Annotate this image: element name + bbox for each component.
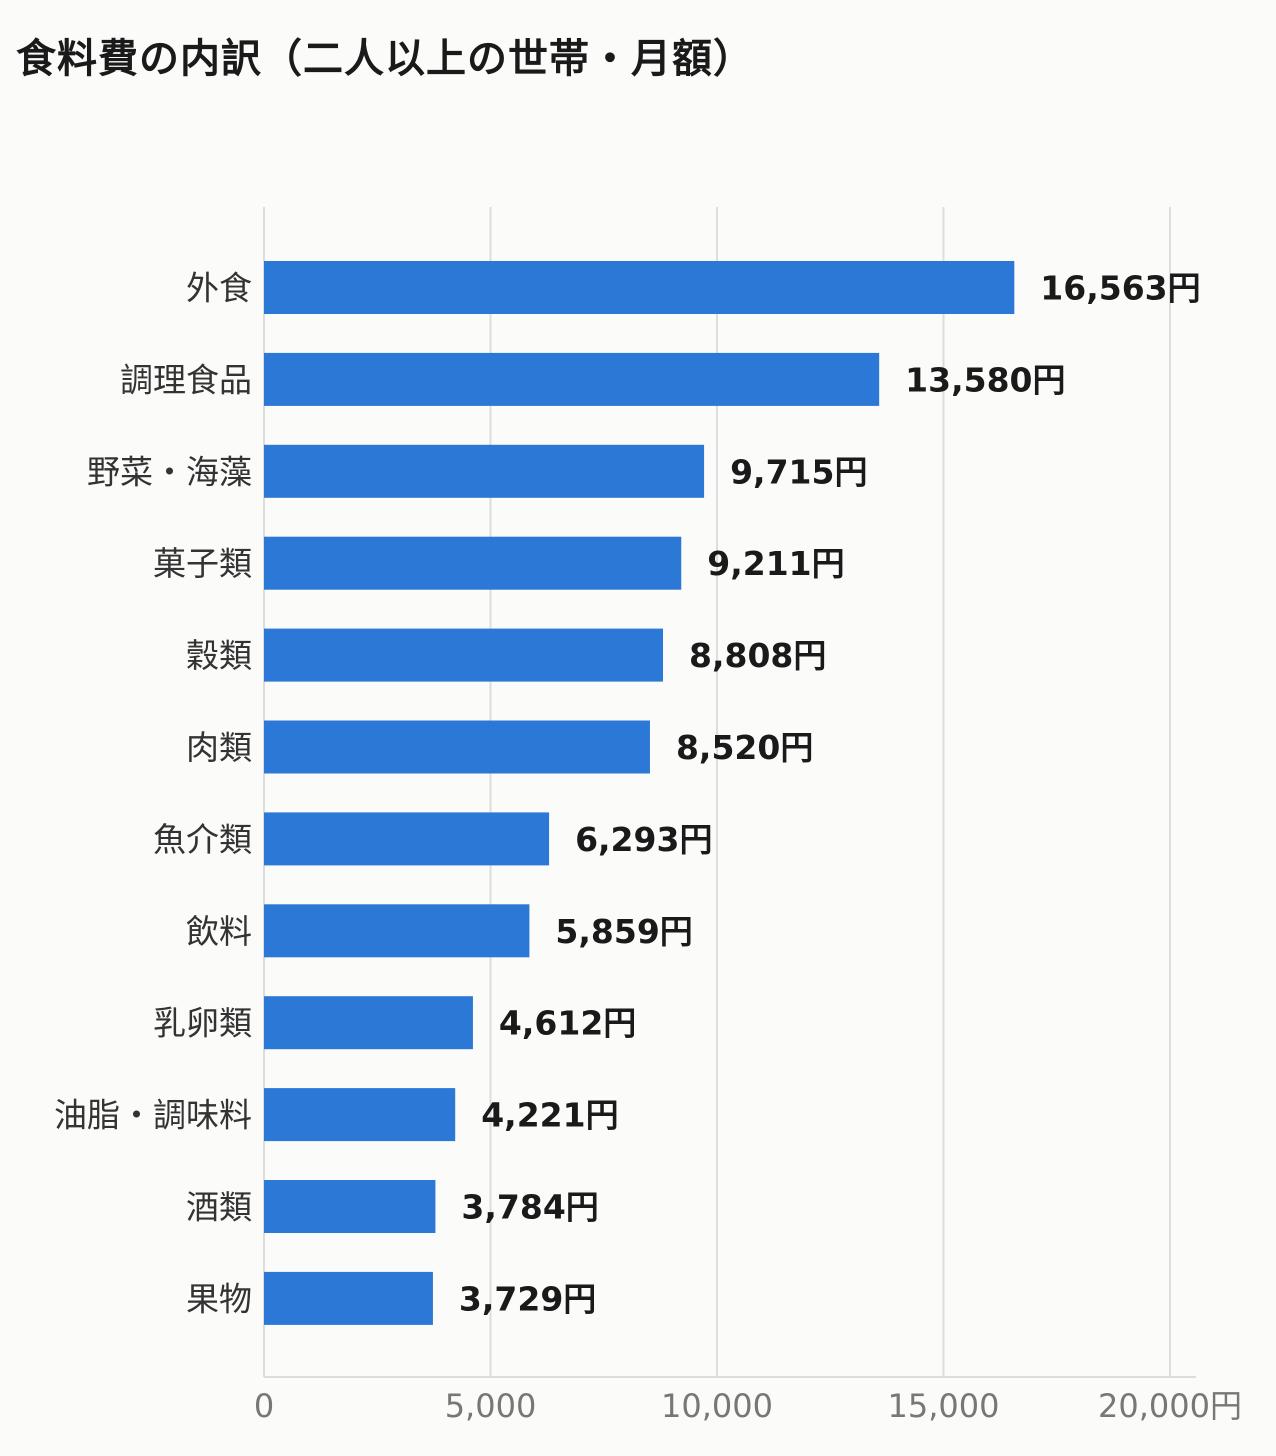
value-label: 9,211円 [707, 544, 844, 583]
value-label: 6,293円 [575, 820, 712, 859]
value-label: 3,784円 [461, 1188, 598, 1227]
x-tick-label: 10,000 [661, 1387, 773, 1425]
bar [264, 444, 705, 498]
bar [264, 1088, 456, 1142]
category-label: 油脂・調味料 [54, 1096, 252, 1135]
bar [264, 1180, 436, 1233]
category-label: 穀類 [186, 636, 252, 675]
category-label: 酒類 [186, 1188, 252, 1227]
value-label: 5,859円 [555, 912, 692, 951]
category-label: 外食 [186, 269, 252, 308]
category-label: 魚介類 [153, 820, 252, 859]
value-label: 16,563円 [1040, 269, 1200, 308]
x-tick-label: 20,000円 [1098, 1387, 1242, 1425]
value-label: 4,221円 [481, 1096, 618, 1135]
category-label: 菓子類 [153, 544, 252, 583]
bar [264, 720, 650, 774]
value-label: 9,715円 [730, 452, 867, 491]
bar [264, 261, 1015, 314]
category-label: 調理食品 [120, 360, 252, 399]
bar [264, 812, 550, 866]
category-label: 乳卵類 [153, 1004, 252, 1043]
value-label: 8,808円 [689, 636, 826, 675]
bar [264, 1271, 433, 1325]
category-label: 野菜・海藻 [87, 452, 252, 491]
bar [264, 536, 682, 590]
x-tick-label: 5,000 [445, 1387, 537, 1425]
bar [264, 628, 664, 682]
chart-title: 食料費の内訳（二人以上の世帯・月額） [16, 36, 754, 82]
value-label: 4,612円 [499, 1004, 636, 1043]
category-label: 飲料 [186, 912, 252, 951]
category-label: 肉類 [186, 728, 252, 767]
value-label: 8,520円 [676, 728, 813, 767]
value-label: 3,729円 [459, 1279, 596, 1318]
bar [264, 352, 880, 406]
value-label: 13,580円 [905, 360, 1065, 399]
category-label: 果物 [186, 1279, 252, 1318]
bars [264, 261, 1015, 1325]
bar [264, 996, 473, 1050]
x-tick-label: 0 [254, 1387, 274, 1425]
bar [264, 904, 530, 958]
x-tick-label: 15,000 [888, 1387, 1000, 1425]
